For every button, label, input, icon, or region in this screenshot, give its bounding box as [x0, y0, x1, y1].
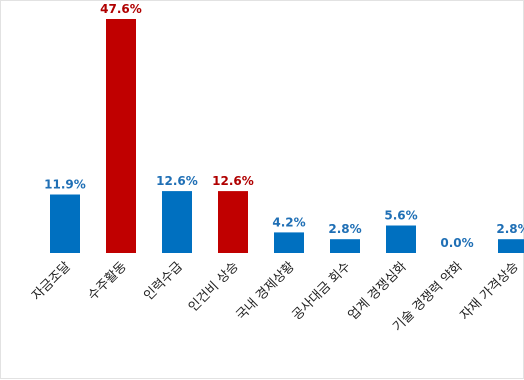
category-label-1: 자금조달: [29, 259, 73, 303]
category-label-3: 인력수급: [141, 259, 185, 303]
category-label-5: 국내 경제상황: [234, 259, 298, 323]
category-label-6: 공사대금 회수: [290, 259, 354, 323]
bar-value-label-5: 4.2%: [272, 215, 305, 229]
bar-7: [386, 225, 416, 253]
bar-value-label-4: 12.6%: [212, 174, 254, 188]
category-label-9: 자재 가격상승: [458, 259, 522, 323]
bar-3: [162, 191, 192, 253]
bar-6: [330, 239, 360, 253]
bar-1: [50, 194, 80, 253]
bar-value-label-7: 5.6%: [384, 209, 417, 223]
bar-value-label-6: 2.8%: [328, 222, 361, 236]
bar-value-label-9: 2.8%: [496, 222, 524, 236]
category-label-4: 인건비 상승: [186, 259, 242, 315]
bar-5: [274, 232, 304, 253]
bar-value-label-2: 47.6%: [100, 2, 142, 16]
bar-value-label-8: 0.0%: [440, 236, 473, 250]
bar-4: [218, 191, 248, 253]
bar-9: [498, 239, 524, 253]
category-label-2: 수주활동: [85, 259, 129, 303]
bar-value-label-1: 11.9%: [44, 178, 86, 192]
bar-value-label-3: 12.6%: [156, 174, 198, 188]
bar-2: [106, 19, 136, 253]
